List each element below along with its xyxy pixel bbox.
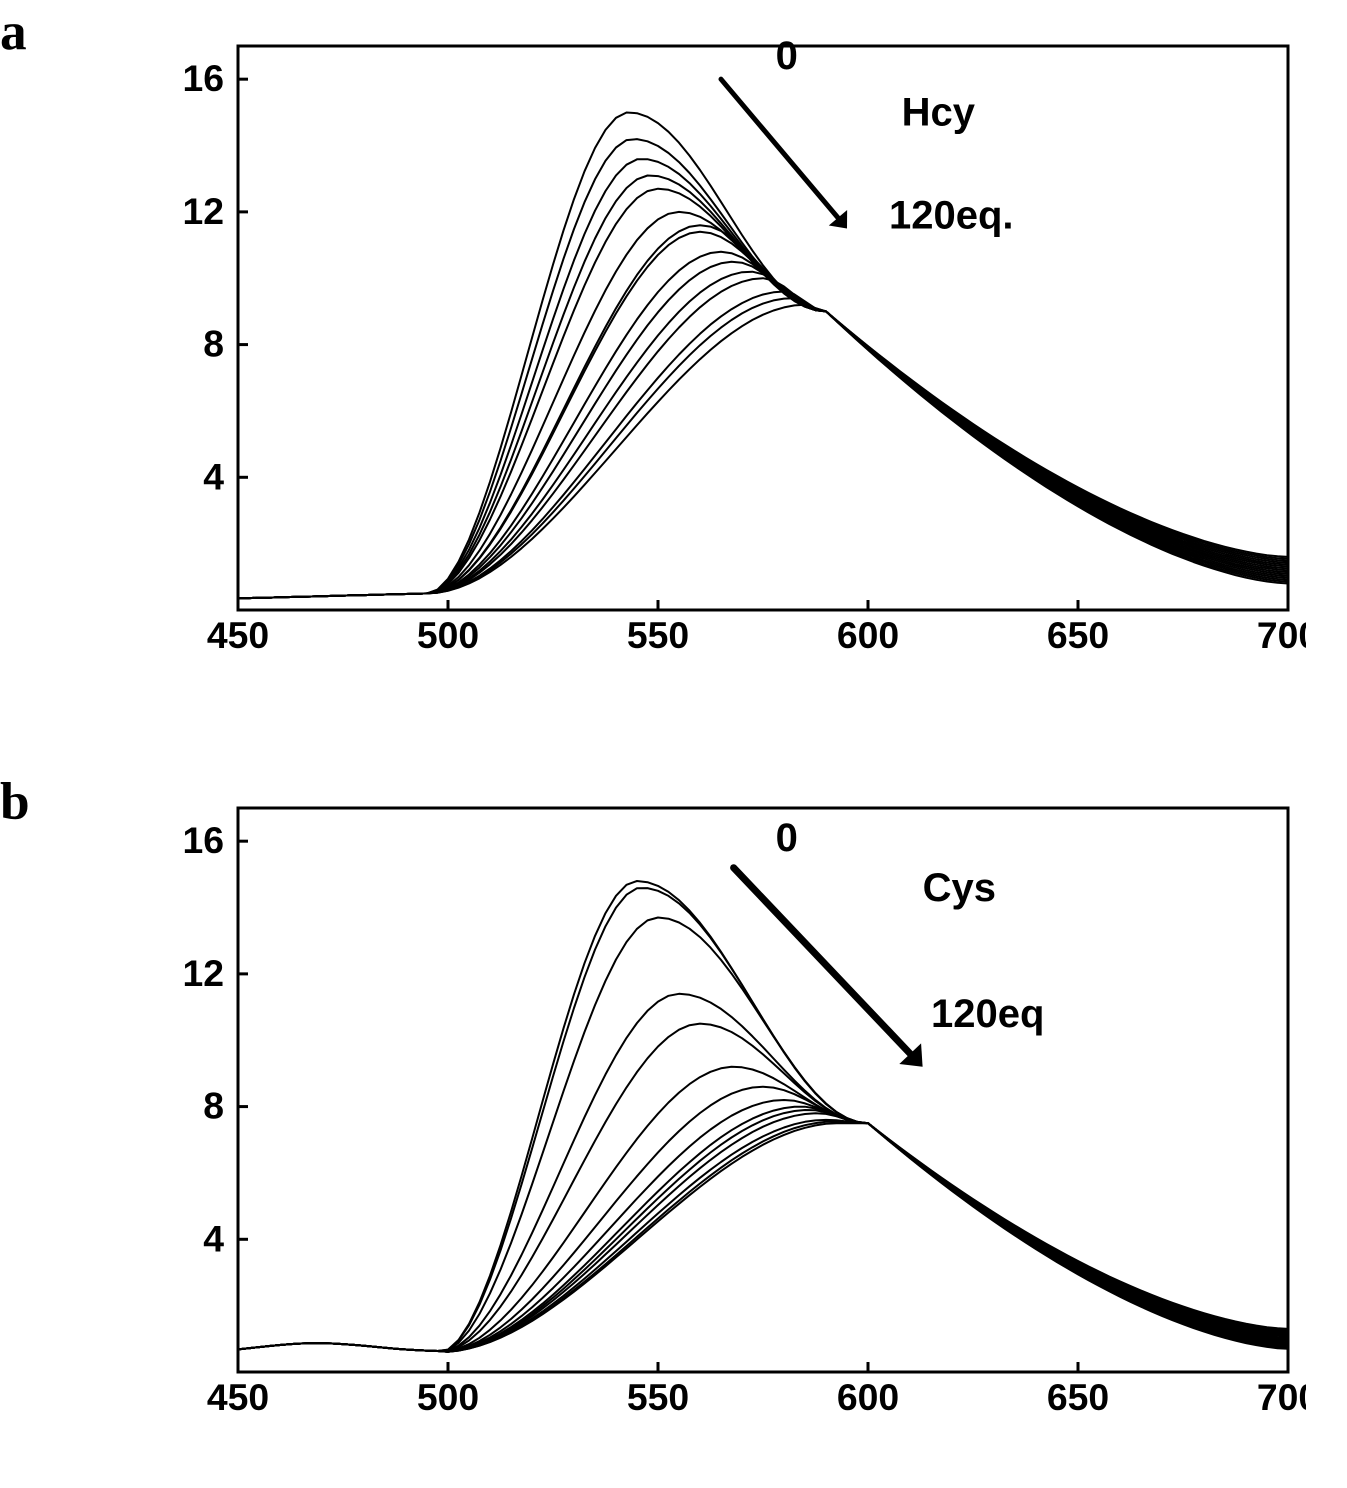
annotation-analyte: Hcy (902, 91, 976, 135)
x-tick-label: 600 (837, 1376, 899, 1418)
x-tick-label: 450 (207, 1376, 269, 1418)
series-curve (238, 1110, 1288, 1352)
x-tick-label: 500 (417, 1376, 479, 1418)
annotation-start: 0 (776, 34, 798, 78)
x-tick-label: 700 (1257, 614, 1306, 656)
series-curve (238, 1122, 1288, 1352)
series-curve (238, 1067, 1288, 1352)
annotation-end: 120eq (931, 992, 1044, 1036)
y-tick-label: 4 (203, 455, 224, 497)
x-tick-label: 450 (207, 614, 269, 656)
series-curve (238, 1107, 1288, 1352)
panel-a-label: a (0, 0, 27, 62)
x-tick-label: 500 (417, 614, 479, 656)
annotation-start: 0 (776, 816, 798, 860)
panel-b-label: b (0, 770, 30, 832)
series-curve (238, 1113, 1288, 1352)
series-curve (238, 1123, 1288, 1352)
panel-b-chart: 450 500 550 600 650 700 4 8 12 16 0 Cys 120eq (168, 790, 1306, 1430)
y-tick-label: 16 (182, 819, 224, 861)
series-curve (238, 272, 1288, 599)
y-tick-label: 12 (182, 190, 224, 232)
series-curve (238, 278, 1288, 598)
y-tick-label: 8 (203, 323, 224, 365)
page: a 450 500 550 600 650 700 4 8 12 16 0 Hcy 120eq. b 4… (0, 0, 1347, 1488)
x-tick-label: 650 (1047, 614, 1109, 656)
series-curve (238, 1120, 1288, 1352)
annotation-end: 120eq. (889, 193, 1014, 237)
series-curve (238, 232, 1288, 599)
series-curve (238, 189, 1288, 599)
series-curve (238, 292, 1288, 599)
x-tick-label: 650 (1047, 1376, 1109, 1418)
panel-a-chart: 450 500 550 600 650 700 4 8 12 16 0 Hcy 120eq. (168, 28, 1306, 668)
arrow-shaft (721, 79, 838, 218)
x-tick-label: 550 (627, 614, 689, 656)
y-tick-label: 12 (182, 952, 224, 994)
series-curve (238, 262, 1288, 599)
y-tick-label: 4 (203, 1217, 224, 1259)
arrow-shaft (734, 868, 911, 1054)
series-curve (238, 1100, 1288, 1352)
y-tick-label: 8 (203, 1085, 224, 1127)
y-tick-label: 16 (182, 57, 224, 99)
series-curve (238, 305, 1288, 599)
series-curve (238, 881, 1288, 1351)
series-curve (238, 225, 1288, 598)
x-tick-label: 600 (837, 614, 899, 656)
x-tick-label: 700 (1257, 1376, 1306, 1418)
annotation-analyte: Cys (923, 866, 996, 910)
series-curve (238, 298, 1288, 598)
x-tick-label: 550 (627, 1376, 689, 1418)
